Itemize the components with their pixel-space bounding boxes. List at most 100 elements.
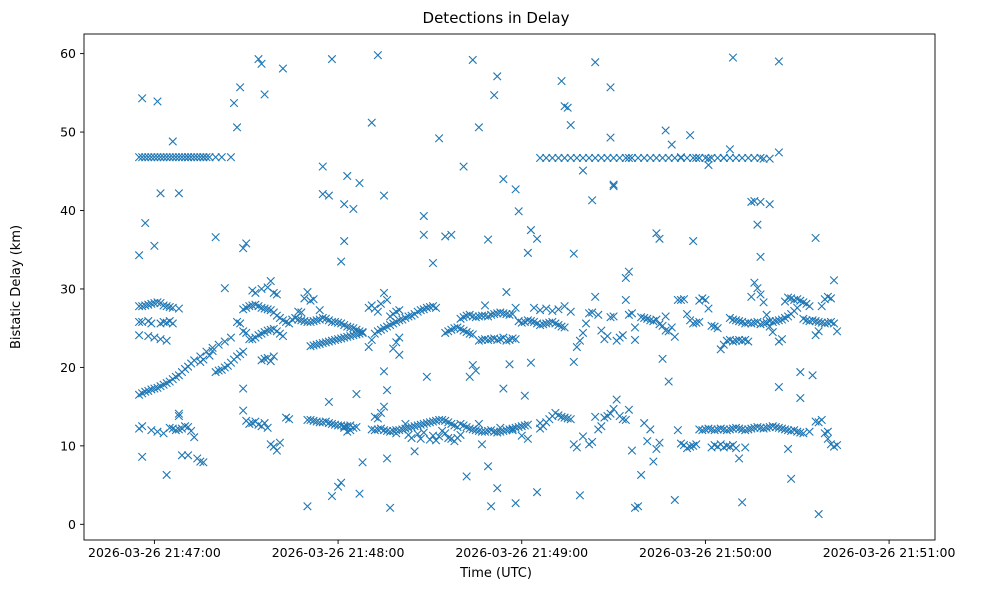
detection-marker bbox=[141, 387, 150, 396]
detection-marker bbox=[636, 470, 646, 480]
detection-marker bbox=[297, 308, 306, 317]
detection-marker bbox=[701, 153, 710, 163]
detection-marker bbox=[303, 502, 312, 511]
detection-marker bbox=[349, 204, 358, 214]
detection-marker bbox=[713, 323, 722, 333]
detection-marker bbox=[765, 154, 774, 163]
detection-marker bbox=[401, 419, 410, 429]
detection-marker bbox=[496, 427, 505, 436]
detection-marker bbox=[646, 153, 655, 163]
detection-marker bbox=[496, 423, 505, 433]
detection-marker bbox=[517, 422, 526, 431]
detection-marker bbox=[780, 297, 790, 306]
detection-marker bbox=[624, 153, 634, 163]
detection-marker bbox=[199, 355, 208, 364]
detection-marker bbox=[137, 94, 147, 103]
detection-marker bbox=[465, 329, 474, 338]
detection-marker bbox=[474, 336, 484, 345]
detection-marker bbox=[688, 319, 698, 328]
detection-marker bbox=[578, 153, 588, 163]
detection-marker bbox=[141, 218, 150, 228]
detection-marker bbox=[624, 267, 634, 276]
detection-marker bbox=[829, 276, 839, 285]
detection-marker bbox=[318, 313, 327, 323]
plot-background bbox=[84, 34, 935, 540]
detection-marker bbox=[526, 225, 536, 235]
detection-marker bbox=[762, 310, 771, 320]
detection-marker bbox=[563, 103, 572, 112]
x-tick-label: 2026-03-26 21:50:00 bbox=[639, 545, 772, 560]
detection-marker bbox=[309, 294, 318, 304]
detection-marker bbox=[370, 425, 379, 435]
detection-marker bbox=[407, 433, 416, 443]
detection-marker bbox=[336, 257, 346, 266]
detection-marker bbox=[796, 367, 805, 377]
detection-marker bbox=[560, 323, 569, 332]
detection-marker bbox=[737, 498, 747, 507]
detection-marker bbox=[701, 425, 710, 434]
plot-area bbox=[83, 33, 936, 541]
detection-marker bbox=[468, 55, 477, 65]
detection-marker bbox=[704, 154, 713, 163]
detection-marker bbox=[147, 299, 156, 309]
x-tick-label: 2026-03-26 21:51:00 bbox=[823, 545, 956, 560]
detection-marker bbox=[373, 50, 383, 60]
detection-marker bbox=[615, 153, 624, 163]
detection-marker bbox=[704, 160, 713, 170]
detection-marker bbox=[621, 295, 631, 305]
detection-marker bbox=[238, 243, 248, 253]
detection-marker bbox=[572, 443, 582, 452]
detection-marker bbox=[747, 197, 756, 207]
detection-marker bbox=[480, 301, 490, 310]
detection-marker bbox=[437, 415, 447, 425]
detection-marker bbox=[661, 312, 670, 321]
detection-marker bbox=[168, 152, 177, 162]
detection-marker bbox=[526, 358, 536, 367]
detection-marker bbox=[352, 422, 361, 432]
detection-marker bbox=[695, 317, 704, 327]
detection-marker bbox=[722, 425, 732, 435]
detection-marker bbox=[388, 344, 398, 353]
detection-marker bbox=[462, 472, 471, 481]
detection-marker bbox=[493, 428, 502, 437]
detection-marker bbox=[575, 336, 585, 345]
detection-marker bbox=[670, 332, 679, 342]
detection-marker bbox=[355, 489, 364, 498]
detection-marker bbox=[563, 414, 572, 423]
detection-marker bbox=[731, 423, 741, 433]
detection-marker bbox=[664, 153, 673, 163]
detection-marker bbox=[358, 458, 367, 467]
detection-marker bbox=[783, 444, 793, 454]
detection-marker bbox=[676, 295, 686, 305]
detection-marker bbox=[572, 153, 582, 163]
detection-marker bbox=[150, 384, 159, 393]
detection-marker bbox=[508, 424, 517, 433]
detection-marker bbox=[612, 395, 621, 404]
detection-marker bbox=[315, 305, 324, 315]
x-tick-label: 2026-03-26 21:49:00 bbox=[455, 545, 588, 560]
detection-marker bbox=[774, 316, 784, 325]
detection-marker bbox=[603, 331, 612, 341]
detection-marker bbox=[750, 278, 759, 287]
detection-marker bbox=[147, 385, 156, 394]
detection-marker bbox=[713, 425, 722, 434]
detection-marker bbox=[621, 273, 631, 283]
detection-marker bbox=[731, 153, 741, 163]
detection-marker bbox=[688, 236, 698, 246]
detection-marker bbox=[741, 425, 750, 435]
detection-marker bbox=[480, 334, 490, 344]
detection-marker bbox=[566, 414, 575, 424]
detection-marker bbox=[554, 153, 563, 163]
detection-marker bbox=[750, 318, 759, 327]
detection-marker bbox=[734, 335, 744, 345]
detection-marker bbox=[477, 335, 487, 345]
detection-marker bbox=[768, 422, 777, 431]
detection-marker bbox=[266, 276, 275, 286]
detection-marker bbox=[578, 166, 588, 175]
x-axis: 2026-03-26 21:47:00 2026-03-26 21:48:00 20… bbox=[88, 540, 956, 560]
detection-marker bbox=[245, 419, 254, 429]
detection-marker bbox=[300, 294, 309, 303]
detection-marker bbox=[811, 316, 820, 326]
detection-marker bbox=[606, 83, 615, 92]
detection-marker bbox=[183, 152, 193, 162]
